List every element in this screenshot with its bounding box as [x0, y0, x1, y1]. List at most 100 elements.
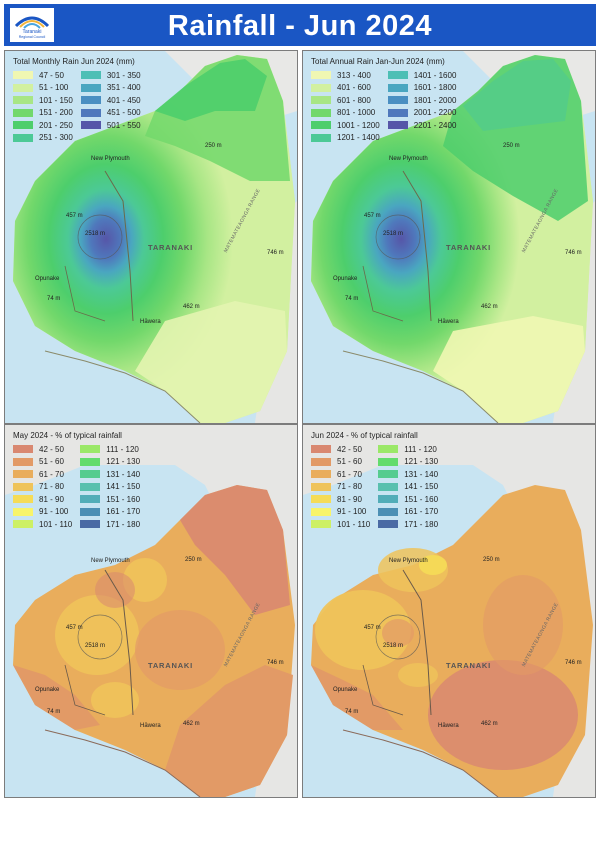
legend-item: 313 - 400 [311, 70, 380, 80]
label-opunake: Opunake [35, 687, 60, 693]
legend-swatch [13, 133, 33, 142]
logo-subtitle: Regional Council [18, 35, 46, 39]
legend-label: 101 - 110 [337, 519, 371, 529]
map-panel-may-percent: May 2024 - % of typical rainfall 42 - 50… [4, 424, 298, 798]
legend-item: 151 - 160 [80, 494, 141, 504]
label-opunake: Opunake [333, 276, 358, 282]
legend-label: 2001 - 2200 [413, 108, 457, 117]
legend-label: 71 - 80 [39, 482, 64, 491]
legend-swatch [378, 482, 399, 491]
legend-label: 1801 - 2000 [413, 95, 457, 105]
legend-item: 1601 - 1800 [387, 83, 456, 92]
legend-label: 101 - 150 [39, 95, 73, 105]
legend-item: 81 - 90 [13, 494, 72, 504]
legend-item: 121 - 130 [80, 457, 141, 466]
legend-label: 2201 - 2400 [413, 120, 457, 130]
legend-item: 201 - 250 [13, 120, 73, 130]
legend-swatch [80, 108, 101, 117]
legend-swatch [13, 83, 33, 92]
label-elevation-74: 74 m [47, 709, 61, 715]
legend-label: 201 - 250 [39, 120, 73, 130]
legend-label: 91 - 100 [337, 507, 367, 516]
legend-swatch [13, 71, 33, 79]
legend-item: 141 - 150 [80, 482, 141, 491]
legend-label: 601 - 800 [337, 95, 371, 105]
label-elevation-746: 746 m [565, 250, 582, 256]
legend-item: 47 - 50 [13, 71, 73, 80]
legend-item: 51 - 100 [13, 83, 73, 92]
legend-item: 151 - 160 [378, 494, 439, 504]
legend-item: 42 - 50 [311, 444, 370, 454]
legend-swatch [378, 520, 399, 528]
taranaki-logo: Taranaki Regional Council [10, 8, 54, 42]
legend-swatch [80, 121, 101, 129]
label-elevation-462: 462 m [481, 721, 498, 727]
logo-name: Taranaki [22, 29, 42, 35]
label-elevation-summit: 2518 m [383, 231, 404, 237]
legend-item: 501 - 550 [80, 121, 141, 130]
legend-item: 401 - 450 [80, 96, 141, 105]
legend-label: 51 - 100 [39, 83, 69, 92]
legend-item: 351 - 400 [80, 83, 141, 92]
legend-label: 151 - 160 [106, 494, 141, 504]
legend-label: 171 - 180 [106, 519, 141, 529]
legend-item: 141 - 150 [378, 482, 438, 491]
legend-item: 251 - 300 [13, 133, 73, 142]
legend-swatch [80, 507, 101, 516]
legend-label: 51 - 60 [337, 457, 362, 466]
legend-swatch [13, 520, 33, 528]
label-new-plymouth: New Plymouth [91, 558, 130, 564]
legend-swatch [378, 470, 399, 478]
rainfall-map [303, 425, 595, 797]
legend-swatch [13, 108, 33, 117]
legend-label: 313 - 400 [337, 70, 371, 80]
legend-swatch [80, 71, 101, 79]
legend-item: 91 - 100 [311, 507, 370, 516]
legend-swatch [378, 507, 399, 516]
legend-swatch [387, 96, 408, 104]
legend-swatch [378, 495, 399, 503]
legend-label: 401 - 600 [337, 83, 371, 92]
legend-swatch [311, 495, 331, 503]
label-hawera: Hāwera [438, 723, 459, 729]
label-hawera: Hāwera [140, 723, 161, 729]
legend-item: 601 - 800 [311, 95, 380, 105]
legend-label: 1401 - 1600 [413, 70, 457, 80]
legend-item: 151 - 200 [13, 108, 73, 117]
label-opunake: Opunake [333, 687, 358, 693]
legend-label: 141 - 150 [106, 482, 141, 491]
legend-swatch [311, 520, 331, 528]
legend-title: May 2024 - % of typical rainfall [13, 431, 122, 440]
label-taranaki: TARANAKI [446, 661, 492, 670]
legend-label: 42 - 50 [337, 444, 362, 454]
legend-label: 151 - 160 [404, 494, 439, 504]
legend-item: 171 - 180 [378, 520, 438, 529]
legend-label: 251 - 300 [39, 133, 73, 142]
legend-label: 101 - 110 [39, 519, 73, 529]
legend: Total Annual Rain Jan-Jun 2024 (mm) 313 … [311, 57, 456, 142]
label-elevation-summit: 2518 m [383, 643, 404, 649]
legend-swatch [311, 445, 331, 453]
legend-item: 2001 - 2200 [387, 108, 457, 117]
label-elevation-ring: 457 m [66, 213, 83, 219]
label-elevation-ring: 457 m [66, 625, 83, 631]
legend-swatch [311, 133, 331, 142]
legend-label: 121 - 130 [106, 457, 141, 466]
label-elevation-250: 250 m [503, 143, 520, 149]
legend-swatch [311, 482, 331, 491]
legend-item: 71 - 80 [311, 482, 370, 491]
label-elevation-74: 74 m [345, 296, 359, 302]
rainfall-map [5, 51, 297, 423]
mountain-logo-icon [14, 16, 50, 29]
label-new-plymouth: New Plymouth [91, 156, 130, 162]
label-taranaki: TARANAKI [148, 243, 194, 252]
legend-item: 51 - 60 [13, 457, 72, 466]
page-title: Rainfall - Jun 2024 [167, 10, 433, 42]
legend-item: 131 - 140 [80, 470, 140, 479]
label-elevation-462: 462 m [183, 304, 200, 310]
legend-label: 81 - 90 [39, 494, 64, 504]
legend-swatch [80, 96, 101, 104]
legend-swatch [311, 121, 331, 129]
label-elevation-250: 250 m [205, 143, 222, 149]
label-elevation-250: 250 m [483, 557, 500, 563]
